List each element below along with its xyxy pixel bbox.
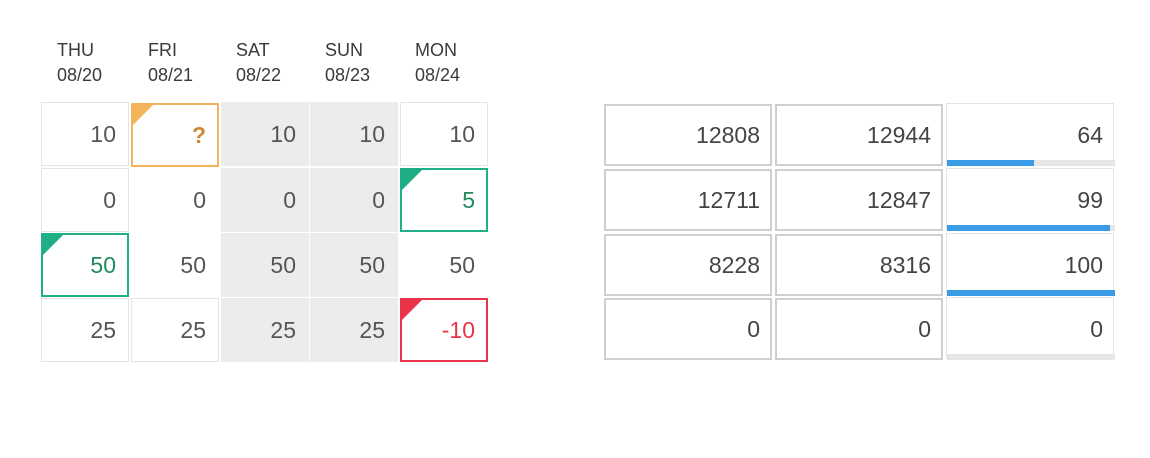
day-header-sun: SUN 08/23	[325, 38, 415, 88]
day-date: 08/20	[57, 65, 103, 85]
grid-cell[interactable]: 0	[310, 168, 398, 232]
day-date: 08/24	[415, 65, 461, 85]
day-of-week: THU	[57, 40, 94, 60]
cell-value: -10	[441, 317, 475, 343]
summary-progress-cell: 64	[946, 103, 1115, 166]
summary-cell-b[interactable]: 12944	[775, 104, 943, 166]
grid-cell[interactable]: 50	[310, 233, 398, 297]
ok-flag-icon	[402, 170, 422, 190]
grid-cell-ok[interactable]: 5	[400, 168, 488, 232]
progress-bar	[947, 160, 1035, 166]
day-date: 08/23	[325, 65, 371, 85]
progress-track	[947, 290, 1115, 296]
progress-track	[947, 160, 1115, 166]
error-flag-icon	[402, 300, 422, 320]
day-date: 08/21	[148, 65, 194, 85]
ok-flag-icon	[43, 235, 63, 255]
day-of-week: SAT	[236, 40, 270, 60]
grid-cell-warning[interactable]: ?	[131, 103, 219, 167]
grid-cell[interactable]: 0	[221, 168, 309, 232]
progress-bar	[947, 225, 1110, 231]
cell-value: 50	[90, 252, 116, 278]
day-of-week: SUN	[325, 40, 364, 60]
grid-cell[interactable]: 10	[221, 102, 309, 166]
summary-cell-a[interactable]: 12808	[604, 104, 772, 166]
summary-cell-b[interactable]: 12847	[775, 169, 943, 231]
day-date: 08/22	[236, 65, 282, 85]
warning-flag-icon	[133, 105, 153, 125]
cell-value: ?	[191, 122, 206, 148]
day-of-week: FRI	[148, 40, 177, 60]
grid-cell[interactable]: 0	[131, 168, 219, 232]
grid-cell[interactable]: 50	[400, 233, 488, 297]
progress-value: 64	[1077, 122, 1103, 148]
day-of-week: MON	[415, 40, 457, 60]
progress-bar	[947, 290, 1115, 296]
grid-cell-ok[interactable]: 50	[41, 233, 129, 297]
grid-cell[interactable]: 25	[41, 298, 129, 362]
grid-cell[interactable]: 50	[131, 233, 219, 297]
grid-cell[interactable]: 10	[310, 102, 398, 166]
progress-value: 100	[1064, 252, 1103, 278]
summary-cell-b[interactable]: 0	[775, 298, 943, 360]
day-header-mon: MON 08/24	[415, 38, 505, 88]
grid-cell[interactable]: 25	[310, 298, 398, 362]
day-header-thu: THU 08/20	[57, 38, 147, 88]
progress-value: 0	[1090, 316, 1103, 342]
day-header-sat: SAT 08/22	[236, 38, 326, 88]
summary-progress-cell: 99	[946, 168, 1115, 231]
summary-cell-a[interactable]: 12711	[604, 169, 772, 231]
summary-cell-a[interactable]: 8228	[604, 234, 772, 296]
grid-cell[interactable]: 25	[131, 298, 219, 362]
progress-track	[947, 354, 1115, 360]
cell-value: 5	[462, 187, 475, 213]
grid-cell[interactable]: 10	[400, 102, 488, 166]
grid-cell[interactable]: 0	[41, 168, 129, 232]
summary-cell-a[interactable]: 0	[604, 298, 772, 360]
grid-cell-error[interactable]: -10	[400, 298, 488, 362]
grid-cell[interactable]: 25	[221, 298, 309, 362]
grid-cell[interactable]: 10	[41, 102, 129, 166]
progress-value: 99	[1077, 187, 1103, 213]
summary-progress-cell: 0	[946, 297, 1115, 360]
summary-progress-cell: 100	[946, 233, 1115, 296]
progress-track	[947, 225, 1115, 231]
day-header-fri: FRI 08/21	[148, 38, 238, 88]
summary-cell-b[interactable]: 8316	[775, 234, 943, 296]
grid-cell[interactable]: 50	[221, 233, 309, 297]
